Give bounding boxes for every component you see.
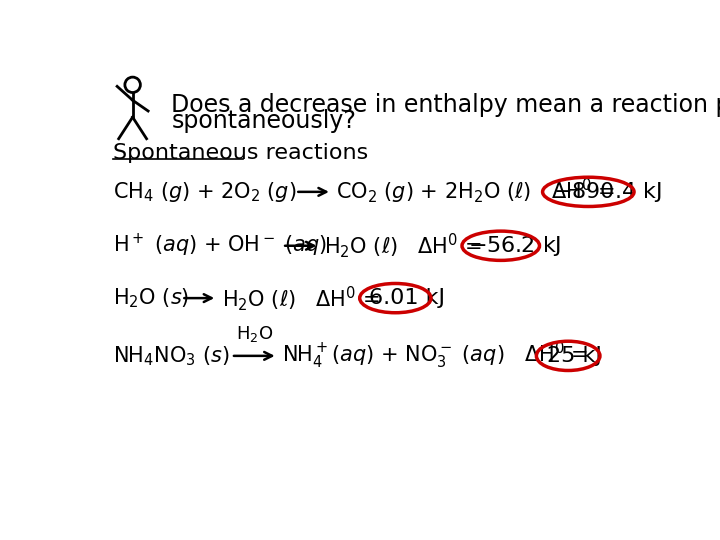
Text: 25 kJ: 25 kJ [547, 346, 602, 366]
Text: H$_2$O ($\ell$)   $\Delta$H$^0$ =: H$_2$O ($\ell$) $\Delta$H$^0$ = [222, 284, 382, 313]
Text: CH$_4$ ($g$) + 2O$_2$ ($g$): CH$_4$ ($g$) + 2O$_2$ ($g$) [113, 180, 297, 204]
Text: $-$56.2 kJ: $-$56.2 kJ [468, 234, 562, 258]
Text: $-$890.4 kJ: $-$890.4 kJ [554, 180, 662, 204]
Text: Does a decrease in enthalpy mean a reaction proceeds: Does a decrease in enthalpy mean a react… [171, 92, 720, 117]
Text: Spontaneous reactions: Spontaneous reactions [113, 143, 369, 163]
Text: H$^+$ ($aq$) + OH$^-$ ($aq$): H$^+$ ($aq$) + OH$^-$ ($aq$) [113, 232, 328, 259]
Text: H$_2$O ($\ell$)   $\Delta$H$^0$ =: H$_2$O ($\ell$) $\Delta$H$^0$ = [324, 231, 484, 260]
Text: H$_2$O: H$_2$O [235, 323, 273, 343]
Text: 6.01 kJ: 6.01 kJ [369, 288, 445, 308]
Text: NH$_4$NO$_3$ ($s$): NH$_4$NO$_3$ ($s$) [113, 344, 230, 368]
Text: H$_2$O ($s$): H$_2$O ($s$) [113, 286, 189, 310]
Text: spontaneously?: spontaneously? [171, 109, 356, 133]
Text: NH$_4^+$($aq$) + NO$_3^-$ ($aq$)   $\Delta$H$^0$ =: NH$_4^+$($aq$) + NO$_3^-$ ($aq$) $\Delta… [282, 340, 590, 372]
Text: CO$_2$ ($g$) + 2H$_2$O ($\ell$)   $\Delta$H$^0$ =: CO$_2$ ($g$) + 2H$_2$O ($\ell$) $\Delta$… [336, 177, 618, 206]
